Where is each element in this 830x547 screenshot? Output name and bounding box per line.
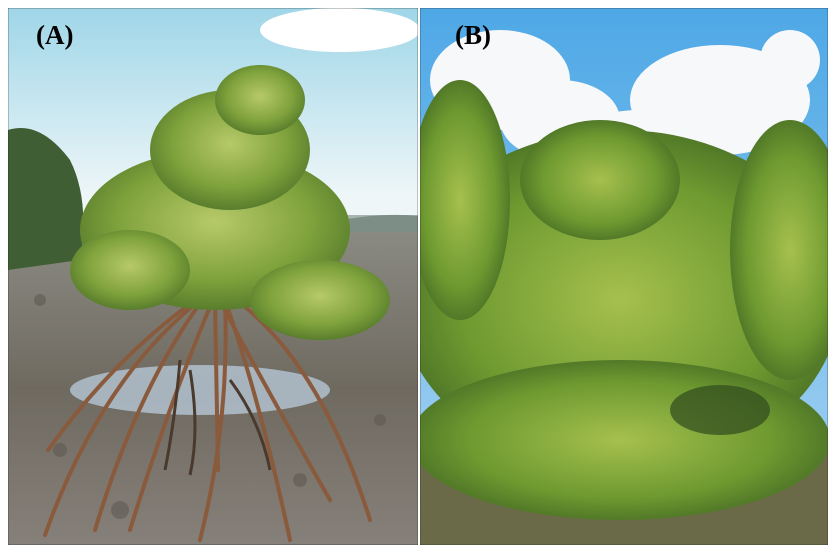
figure: (A) (B) [0, 0, 830, 547]
panel-label: (A) [36, 20, 73, 50]
page: {"panels": [{"label": "(A)"}, {"label": … [0, 0, 830, 547]
photo-a [8, 8, 420, 545]
photo-b [400, 8, 830, 545]
panel-label: (B) [455, 20, 491, 50]
